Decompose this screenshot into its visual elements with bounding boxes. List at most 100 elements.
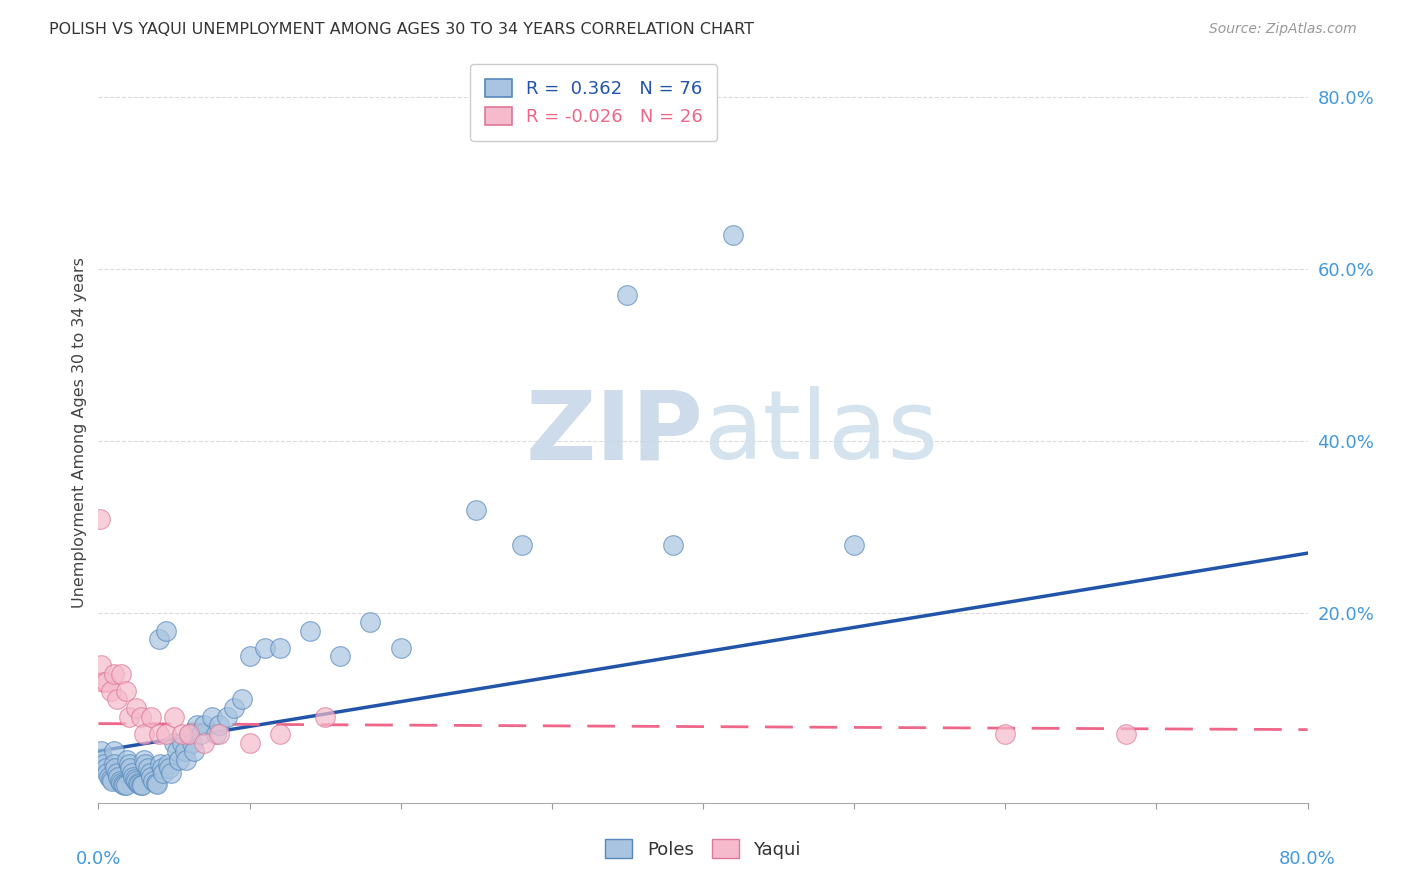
Point: [167, 753, 190, 767]
Point: [239, 735, 262, 749]
Point: [231, 692, 253, 706]
Point: [215, 709, 238, 723]
Point: [190, 727, 212, 741]
Point: [101, 774, 124, 789]
Point: [465, 503, 488, 517]
Text: POLISH VS YAQUI UNEMPLOYMENT AMONG AGES 30 TO 34 YEARS CORRELATION CHART: POLISH VS YAQUI UNEMPLOYMENT AMONG AGES …: [49, 22, 754, 37]
Point: [108, 774, 131, 789]
Text: ZIP: ZIP: [524, 386, 703, 479]
Point: [90, 658, 112, 673]
Point: [314, 709, 336, 723]
Point: [166, 744, 188, 758]
Point: [1115, 727, 1137, 741]
Point: [128, 777, 150, 791]
Point: [150, 761, 173, 775]
Point: [170, 727, 193, 741]
Point: [148, 632, 170, 647]
Point: [114, 778, 136, 792]
Point: [253, 640, 276, 655]
Text: 0.0%: 0.0%: [76, 850, 121, 868]
Point: [844, 537, 866, 551]
Point: [186, 718, 208, 732]
Point: [118, 757, 141, 772]
Point: [121, 765, 143, 780]
Point: [179, 727, 201, 741]
Point: [148, 727, 170, 741]
Point: [269, 727, 291, 741]
Point: [104, 761, 127, 775]
Point: [131, 778, 153, 792]
Point: [239, 649, 262, 664]
Text: 80.0%: 80.0%: [1279, 850, 1336, 868]
Point: [91, 753, 114, 767]
Point: [299, 624, 322, 638]
Point: [205, 727, 228, 741]
Point: [111, 777, 134, 791]
Point: [100, 772, 122, 786]
Point: [360, 615, 382, 629]
Point: [124, 772, 146, 786]
Point: [616, 288, 638, 302]
Point: [181, 735, 204, 749]
Point: [146, 777, 169, 791]
Point: [155, 624, 177, 638]
Point: [93, 757, 115, 772]
Point: [174, 753, 197, 767]
Point: [103, 666, 125, 681]
Point: [127, 776, 149, 790]
Point: [120, 761, 142, 775]
Point: [103, 757, 125, 772]
Point: [152, 765, 174, 780]
Point: [129, 709, 152, 723]
Point: [201, 709, 224, 723]
Point: [661, 537, 683, 551]
Point: [94, 675, 117, 690]
Point: [118, 709, 141, 723]
Y-axis label: Unemployment Among Ages 30 to 34 years: Unemployment Among Ages 30 to 34 years: [72, 257, 87, 608]
Point: [193, 718, 215, 732]
Point: [160, 765, 183, 780]
Point: [132, 727, 155, 741]
Point: [110, 776, 132, 790]
Point: [159, 761, 181, 775]
Point: [193, 735, 215, 749]
Point: [269, 640, 291, 655]
Point: [98, 770, 121, 784]
Point: [141, 770, 163, 784]
Point: [183, 744, 205, 758]
Point: [156, 757, 179, 772]
Point: [173, 744, 195, 758]
Point: [105, 692, 128, 706]
Point: [112, 778, 135, 792]
Point: [110, 666, 132, 681]
Point: [329, 649, 352, 664]
Point: [179, 727, 201, 741]
Text: atlas: atlas: [703, 386, 938, 479]
Point: [149, 757, 172, 772]
Point: [125, 774, 148, 789]
Point: [100, 684, 122, 698]
Point: [170, 735, 193, 749]
Point: [125, 701, 148, 715]
Point: [115, 753, 138, 767]
Point: [136, 761, 159, 775]
Point: [105, 765, 128, 780]
Point: [510, 537, 533, 551]
Point: [994, 727, 1017, 741]
Point: [208, 727, 231, 741]
Point: [142, 774, 165, 789]
Point: [107, 770, 129, 784]
Text: Source: ZipAtlas.com: Source: ZipAtlas.com: [1209, 22, 1357, 37]
Point: [132, 753, 155, 767]
Point: [208, 718, 231, 732]
Point: [723, 227, 745, 242]
Point: [139, 765, 162, 780]
Point: [96, 765, 118, 780]
Point: [134, 757, 156, 772]
Legend: Poles, Yaqui: Poles, Yaqui: [596, 830, 810, 868]
Point: [114, 684, 136, 698]
Point: [89, 512, 111, 526]
Point: [224, 701, 246, 715]
Point: [389, 640, 412, 655]
Point: [155, 727, 177, 741]
